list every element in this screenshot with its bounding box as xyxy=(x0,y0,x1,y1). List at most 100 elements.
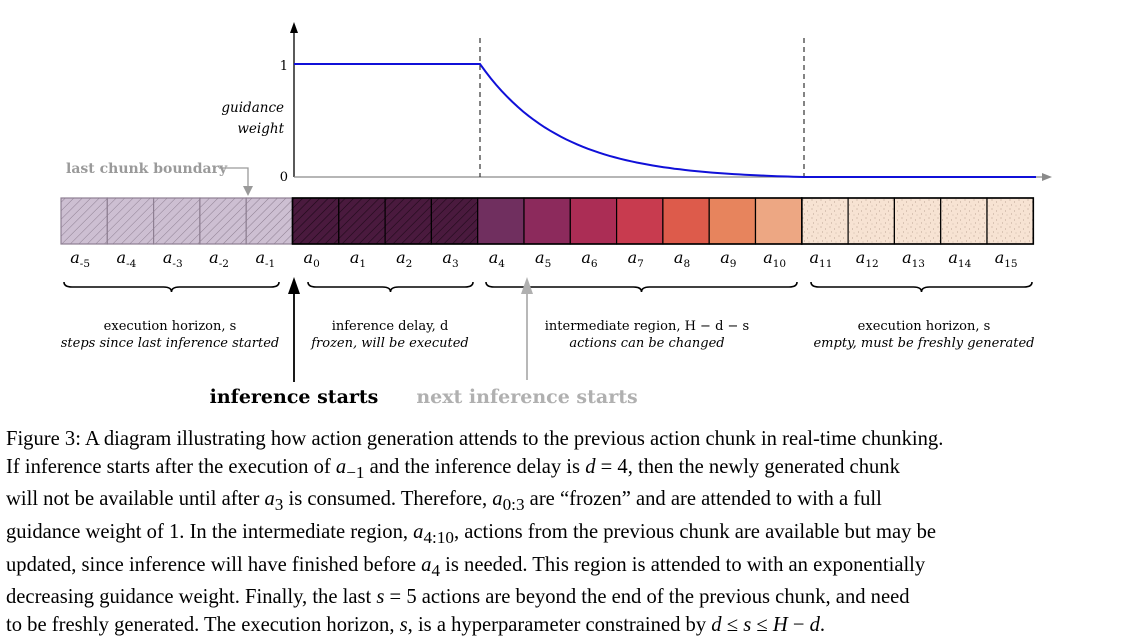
action-label: a12 xyxy=(856,248,879,270)
caption-math: d xyxy=(809,614,820,636)
caption-text: will not be available until after xyxy=(6,488,265,511)
caption-math-sub: 4 xyxy=(431,560,441,580)
action-cell-12 xyxy=(847,197,895,245)
inference-starts-arrowhead xyxy=(288,277,300,294)
caption-text: updated, since inference will have finis… xyxy=(6,553,422,576)
figure-caption: Figure 3: A diagram illustrating how act… xyxy=(6,426,1124,640)
action-cell-6 xyxy=(569,197,618,245)
region-delay-note: frozen, will be executed xyxy=(310,336,469,351)
caption-text: guidance weight of 1. In the intermediat… xyxy=(6,521,414,543)
y-tick-1: 1 xyxy=(280,59,288,74)
action-label: a6 xyxy=(581,248,598,270)
chunk-outline xyxy=(800,197,1035,245)
caption-math-sub: 3 xyxy=(274,495,284,515)
caption-math: s xyxy=(743,614,752,636)
caption-text: = 4, then the newly generated chunk xyxy=(595,455,900,478)
action-label: a15 xyxy=(995,248,1018,270)
region-intermediate-title: intermediate region, H − d − s xyxy=(545,319,749,334)
region-intermediate-note: actions can be changed xyxy=(569,336,724,351)
last-chunk-boundary-label: last chunk boundary xyxy=(66,161,228,177)
action-label: a13 xyxy=(902,248,925,270)
guidance-weight-curve xyxy=(294,63,1036,178)
region-brace xyxy=(307,281,474,293)
last-chunk-boundary-arrowhead xyxy=(243,186,253,196)
inference-starts-label: inference starts xyxy=(210,386,379,408)
action-cell-15 xyxy=(986,197,1034,245)
caption-text: ≤ xyxy=(721,614,744,636)
caption-text: ≤ xyxy=(751,614,773,636)
caption-text: to be freshly generated. The execution h… xyxy=(6,614,400,636)
x-axis-arrowhead xyxy=(1042,173,1052,181)
caption-text: If inference starts after the execution … xyxy=(6,455,336,478)
region-future-note: empty, must be freshly generated xyxy=(813,336,1034,351)
action-cell-8 xyxy=(662,197,710,245)
caption-math: s xyxy=(376,586,385,609)
action-label: a-1 xyxy=(255,248,275,270)
action-cell-3 xyxy=(430,197,479,245)
y-tick-0: 0 xyxy=(280,170,288,185)
caption-text: − xyxy=(787,614,810,636)
action-cell-7 xyxy=(615,197,664,245)
action-cell-1 xyxy=(338,197,386,245)
action-labels: a-5 a-4 a-3 a-2 a-1 a0 a1 a2 a3 a4 a5 a6 a7 a8 a9 a10 a1… xyxy=(70,248,1017,270)
action-label: a7 xyxy=(628,248,644,270)
action-cell-2 xyxy=(384,197,433,245)
caption-text: , actions from the previous chunk are av… xyxy=(453,521,937,543)
action-label: a8 xyxy=(674,248,690,270)
caption-text: and the inference delay is xyxy=(364,455,586,478)
y-axis-label-line2: weight xyxy=(237,121,284,137)
action-cell-14 xyxy=(940,197,988,245)
caption-math-sub: 0:3 xyxy=(502,495,525,515)
next-inference-starts-label: next inference starts xyxy=(416,386,637,408)
caption-math: a xyxy=(335,455,347,478)
region-past-title: execution horizon, s xyxy=(104,319,237,334)
region-brace xyxy=(810,281,1033,293)
caption-math: H xyxy=(772,614,788,636)
y-axis-label-line1: guidance xyxy=(221,100,284,116)
caption-math-sub: −1 xyxy=(346,462,365,482)
action-cell-m4 xyxy=(106,197,155,245)
region-brace xyxy=(485,281,798,293)
action-label: a1 xyxy=(350,248,366,270)
action-cell-5 xyxy=(523,197,571,245)
last-chunk-boundary-pointer xyxy=(219,167,249,188)
rtc-diagram: 1 0 guidance weight last chunk boundary … xyxy=(60,22,1052,408)
region-future-title: execution horizon, s xyxy=(858,319,991,334)
action-cell-13 xyxy=(893,197,942,245)
next-inference-starts-arrowhead xyxy=(521,277,533,294)
caption-text: is needed. This region is attended to wi… xyxy=(440,553,926,576)
action-cell-0 xyxy=(291,197,340,245)
region-braces xyxy=(63,281,1033,293)
action-cell-11 xyxy=(801,197,849,245)
action-cell-m5 xyxy=(60,197,108,245)
caption-math: a xyxy=(492,488,503,511)
action-label: a-5 xyxy=(70,248,90,270)
action-label: a2 xyxy=(396,248,412,270)
action-cell-m2 xyxy=(199,197,247,245)
action-label: a-4 xyxy=(117,248,137,270)
caption-math: d xyxy=(711,614,722,636)
action-label: a0 xyxy=(304,248,320,270)
action-label: a14 xyxy=(948,248,971,270)
action-label: a4 xyxy=(489,248,506,270)
action-label: a9 xyxy=(720,248,736,270)
action-label: a-3 xyxy=(163,248,183,270)
caption-math: d xyxy=(585,455,596,478)
region-past-note: steps since last inference started xyxy=(61,336,279,351)
caption-text: , is a hyperparameter constrained by xyxy=(407,614,712,636)
action-label: a-2 xyxy=(209,248,229,270)
caption-math-sub: 4:10 xyxy=(423,528,454,548)
caption-text: decreasing guidance weight. Finally, the… xyxy=(6,586,377,609)
action-label: a11 xyxy=(809,248,832,270)
action-label: a3 xyxy=(442,248,458,270)
action-cell-9 xyxy=(708,197,757,245)
action-cell-m1 xyxy=(245,197,294,245)
action-cell-m3 xyxy=(153,197,201,245)
caption-text: is consumed. Therefore, xyxy=(283,488,493,511)
caption-text: . xyxy=(819,614,826,636)
action-chunk-cells xyxy=(60,197,1035,245)
caption-text: = 5 actions are beyond the end of the pr… xyxy=(384,586,910,609)
caption-math: s xyxy=(399,614,408,636)
action-label: a10 xyxy=(763,248,786,270)
y-axis-arrowhead xyxy=(290,22,298,33)
